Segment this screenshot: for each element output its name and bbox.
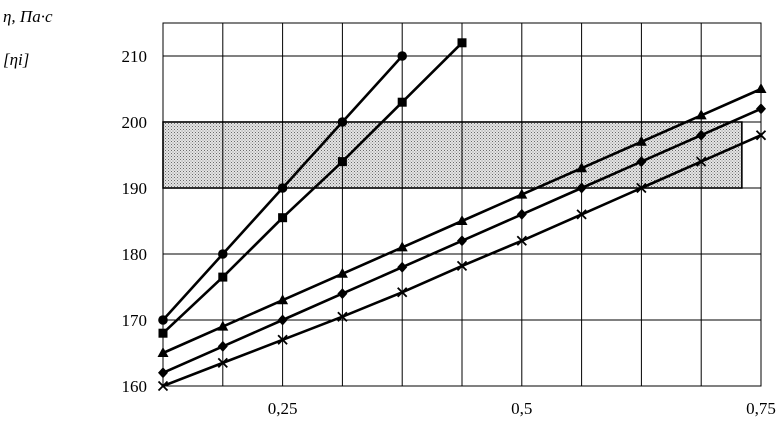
series-5-point-3	[277, 334, 288, 345]
y-tick-label: 160	[122, 377, 148, 396]
series-2-point-6	[457, 38, 467, 48]
series-5-point-11	[755, 130, 767, 141]
y-tick-label: 180	[122, 245, 148, 264]
series-4-point-11	[756, 103, 766, 115]
series-5-point-9	[636, 182, 647, 194]
plot-frame	[162, 22, 762, 387]
series-3-point-7	[516, 188, 528, 199]
y-tick-label: 190	[122, 179, 148, 198]
series-5-point-4	[337, 311, 348, 322]
series-4-point-6	[457, 235, 467, 247]
series-4-point-7	[516, 208, 527, 220]
series-1-point-5	[397, 51, 408, 61]
series-3-point-1	[157, 347, 169, 357]
series-2-point-1	[158, 328, 168, 338]
y-tick-label: 210	[122, 47, 148, 66]
series-4-point-8	[576, 182, 587, 194]
series-1-point-3	[277, 183, 288, 193]
series-3-point-6	[456, 215, 468, 225]
y-axis-label: η, Па·с	[3, 7, 53, 26]
series-2-point-5	[397, 97, 407, 107]
y-axis-label-sub: [ηi]	[3, 50, 29, 69]
series-2-point-2	[218, 272, 228, 282]
series-5-point-1	[157, 380, 169, 392]
series-1-point-1	[158, 315, 168, 325]
series-5-point-5	[397, 287, 408, 298]
series-4-point-4	[337, 288, 348, 300]
series-4-point-10	[696, 129, 707, 141]
series-2-point-4	[337, 157, 347, 167]
x-tick-label: 0,5	[511, 399, 532, 418]
series-2-point-3	[278, 213, 288, 223]
series-1-point-4	[337, 117, 348, 127]
series-4-point-2	[217, 340, 228, 352]
series-5-point-7	[516, 235, 527, 246]
series-5-point-8	[576, 209, 587, 220]
series-3-point-10	[695, 109, 707, 120]
y-tick-label: 170	[122, 311, 148, 330]
series-3-point-4	[336, 267, 348, 278]
series-4-point-3	[277, 314, 288, 326]
y-tick-label: 200	[122, 113, 148, 132]
series-5-point-6	[456, 260, 468, 272]
series-3-point-9	[635, 135, 647, 146]
series-1-point-2	[218, 249, 228, 259]
series-3-point-8	[576, 162, 588, 173]
x-tick-label: 0,25	[268, 399, 298, 418]
series-4-point-1	[158, 367, 168, 379]
x-tick-label: 0,75	[746, 399, 776, 418]
series-3-point-2	[217, 320, 229, 331]
series-4-point-9	[636, 156, 647, 168]
series-3-point-11	[755, 83, 767, 93]
series-3-point-3	[277, 294, 289, 305]
series-4-point-5	[397, 261, 408, 273]
series-3-point-5	[396, 241, 408, 252]
series-5-point-2	[217, 357, 228, 369]
series-5-point-10	[696, 156, 707, 167]
highlight-band	[162, 121, 743, 189]
series-2-line	[162, 41, 463, 335]
